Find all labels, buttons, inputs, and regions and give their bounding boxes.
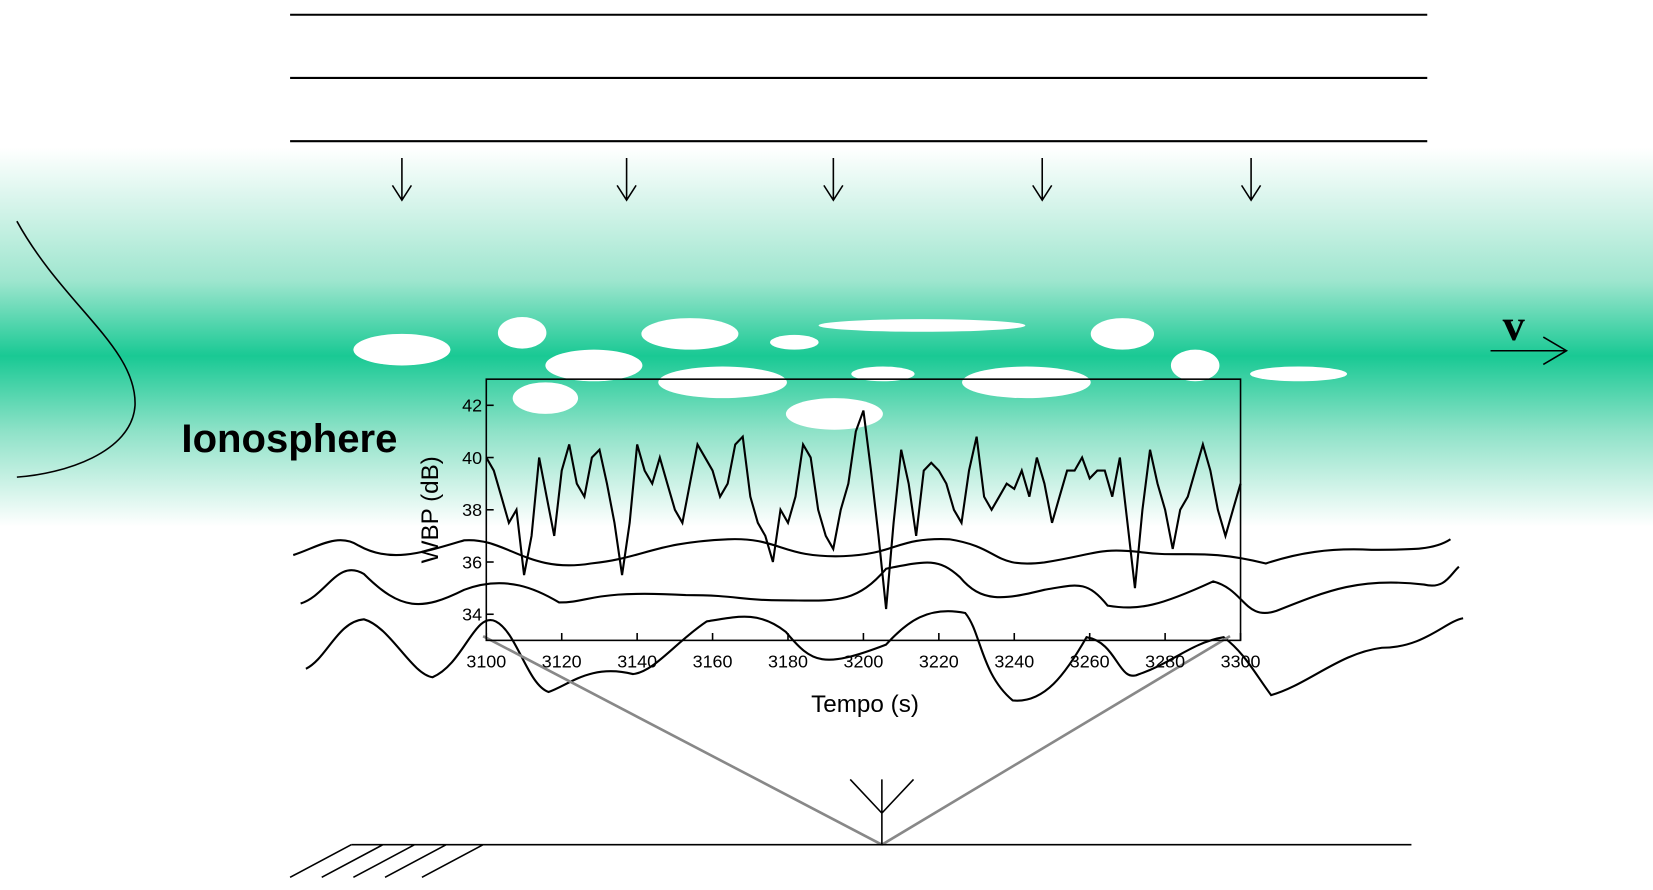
phase-screens — [292, 538, 1464, 702]
ionosphere-band — [0, 147, 1653, 527]
x-tick-label: 3100 — [466, 652, 506, 672]
y-tick-label: 36 — [462, 552, 482, 572]
x-tick-label: 3120 — [542, 652, 582, 672]
x-tick-label: 3280 — [1145, 652, 1185, 672]
velocity-arrow — [1490, 336, 1569, 366]
y-tick-label: 38 — [462, 500, 482, 520]
x-tick-label: 3260 — [1070, 652, 1110, 672]
x-tick-label: 3300 — [1221, 652, 1261, 672]
velocity-label: v — [1503, 301, 1526, 350]
y-tick-label: 42 — [462, 396, 482, 416]
x-tick-label: 3180 — [768, 652, 808, 672]
density-profile — [16, 220, 136, 478]
x-tick-label: 3200 — [843, 652, 883, 672]
ray-paths — [482, 634, 1231, 846]
down-arrows — [391, 157, 1262, 202]
x-axis-label: Tempo (s) — [811, 691, 919, 718]
data-line — [485, 410, 1242, 610]
x-tick-label: 3220 — [919, 652, 959, 672]
y-tick-label: 40 — [462, 448, 482, 468]
wavefronts — [290, 13, 1428, 143]
y-tick-label: 34 — [462, 605, 482, 625]
ionosphere-label: Ionosphere — [181, 417, 397, 461]
x-tick-label: 3140 — [617, 652, 657, 672]
x-tick-label: 3240 — [994, 652, 1034, 672]
irregularities — [353, 317, 1348, 430]
y-axis-label: WBP (dB) — [417, 456, 444, 563]
ground — [289, 778, 1412, 879]
x-tick-label: 3160 — [693, 652, 733, 672]
chart: 34 36 38 40 42 3100 3120 3140 3160 3180 3200 3220 32… — [462, 378, 1261, 672]
